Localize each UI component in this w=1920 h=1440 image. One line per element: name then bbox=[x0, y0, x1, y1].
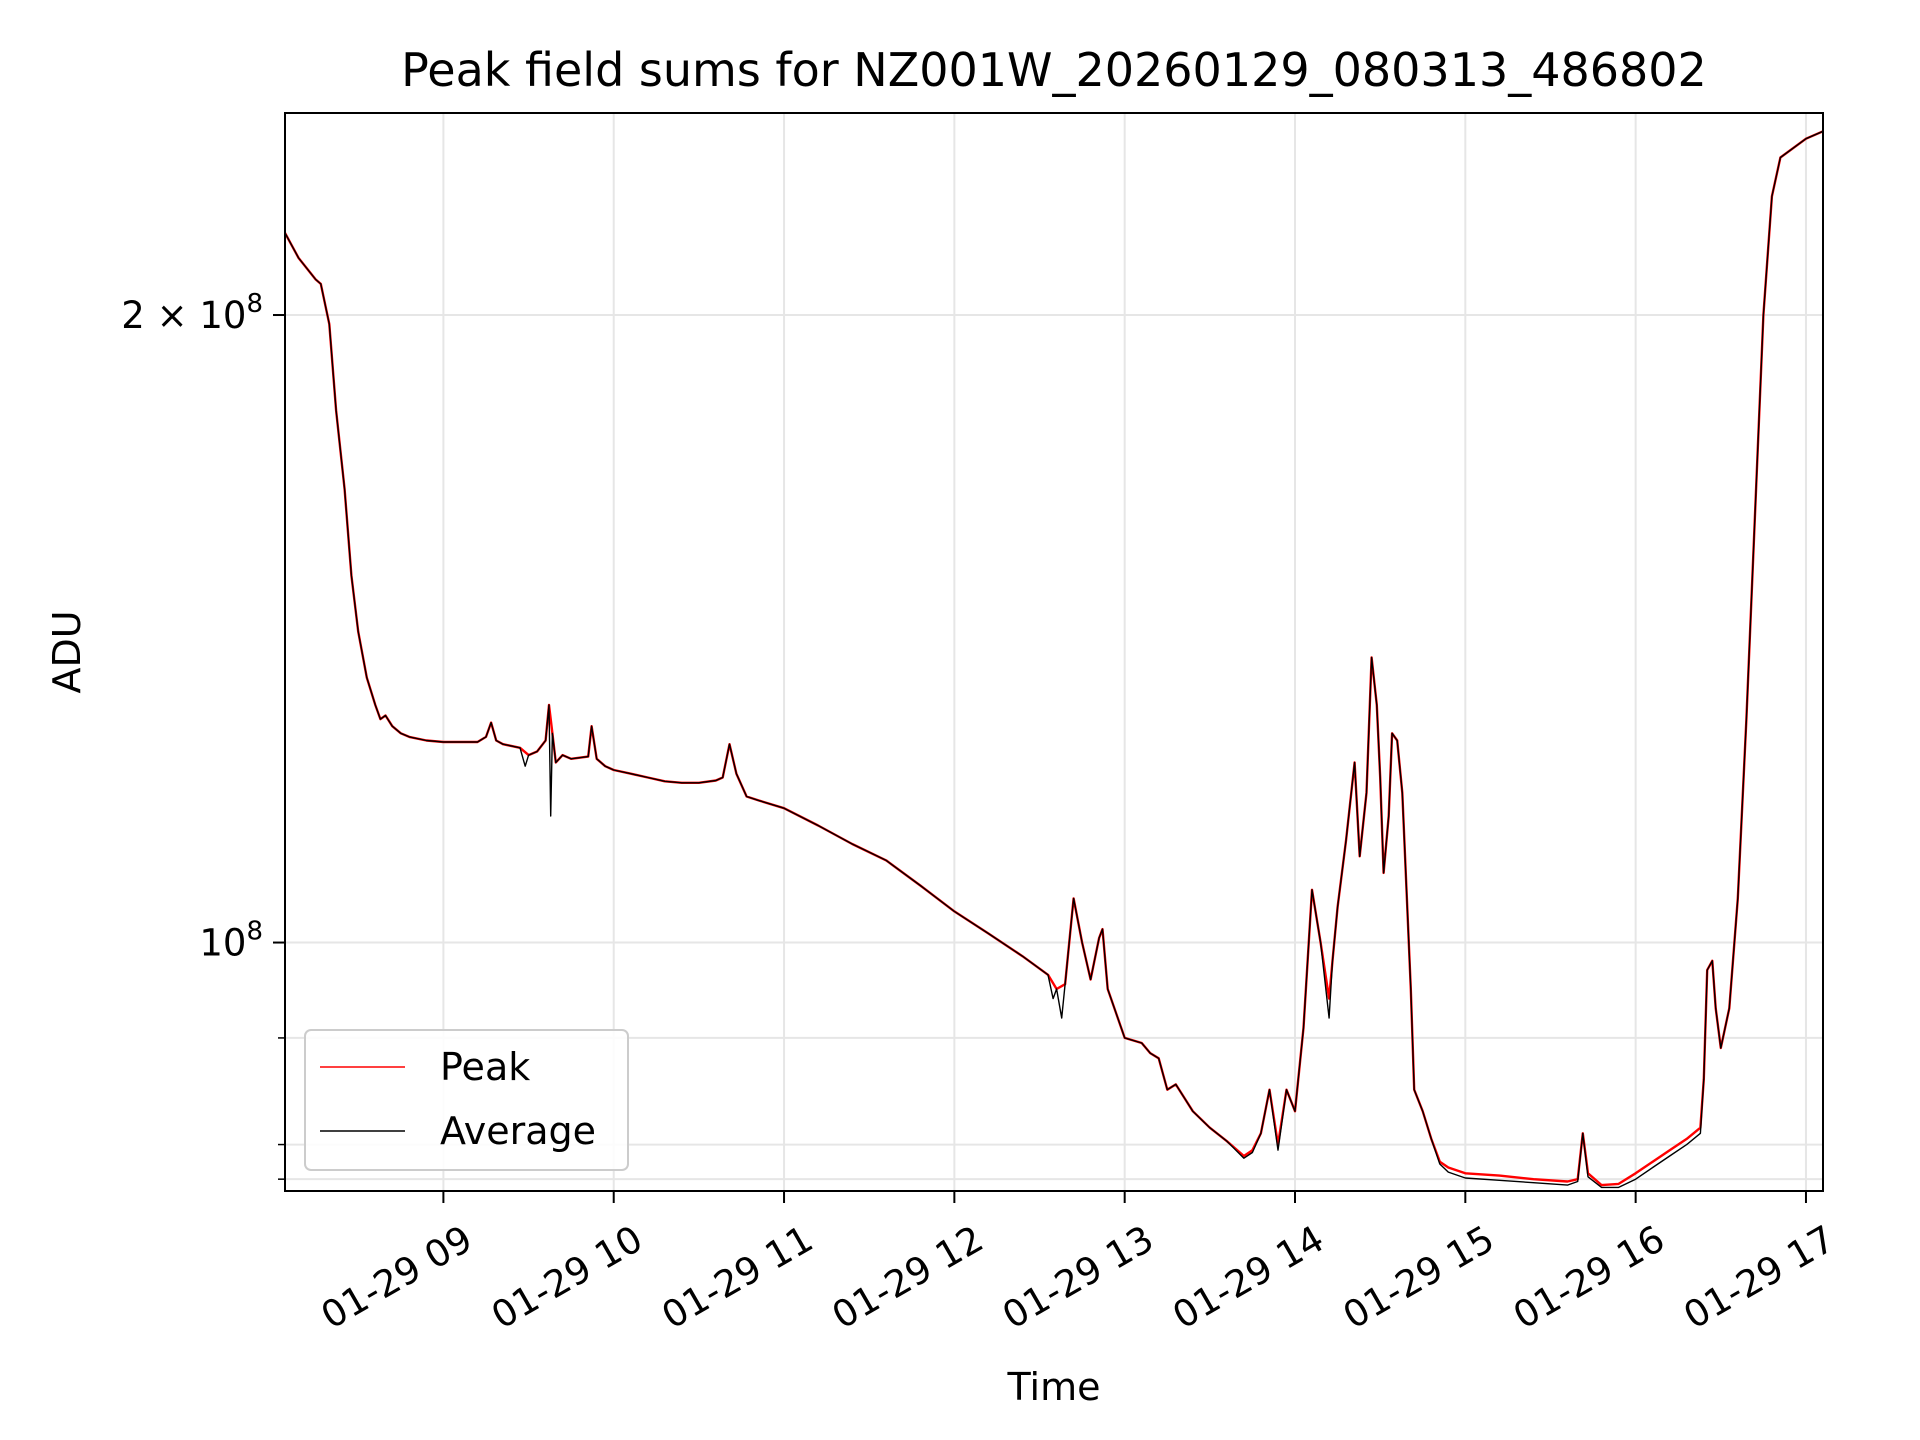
y-tick-label-base: 10 bbox=[199, 922, 246, 965]
y-tick-label-exponent: 8 bbox=[246, 917, 263, 947]
grid bbox=[285, 113, 1823, 1191]
plot-frame bbox=[284, 112, 1824, 1192]
y-tick-label: 108 bbox=[199, 917, 263, 965]
y-tick-label: 2 × 108 bbox=[121, 289, 263, 337]
legend-label-peak: Peak bbox=[440, 1045, 530, 1089]
chart-title: Peak field sums for NZ001W_20260129_0803… bbox=[401, 43, 1707, 97]
legend-label-average: Average bbox=[440, 1109, 596, 1153]
y-tick-label-exponent: 8 bbox=[246, 289, 263, 319]
legend: Peak Average bbox=[304, 1029, 629, 1171]
series-layer bbox=[283, 130, 1824, 1189]
series-line-average bbox=[284, 130, 1824, 1189]
x-axis-label: Time bbox=[1007, 1365, 1101, 1409]
legend-box bbox=[304, 1029, 629, 1171]
y-tick-label-base: 2 × 10 bbox=[121, 294, 246, 337]
y-axis-label: ADU bbox=[45, 610, 89, 693]
